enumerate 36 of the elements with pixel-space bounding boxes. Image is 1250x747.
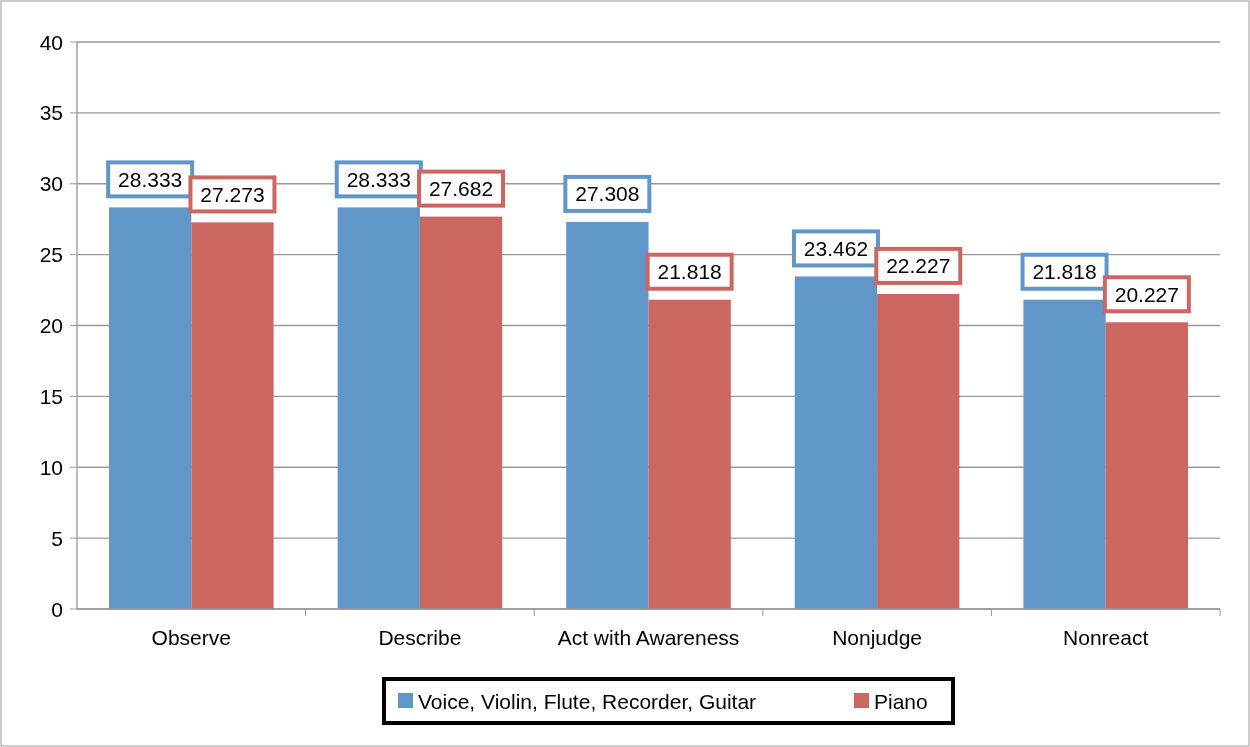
- bar: [109, 207, 192, 609]
- y-tick-label: 30: [39, 172, 63, 196]
- legend-label: Voice, Violin, Flute, Recorder, Guitar: [418, 689, 757, 713]
- data-label: 27.273: [200, 182, 265, 206]
- x-tick-label: Describe: [378, 626, 462, 649]
- bar: [794, 276, 878, 609]
- bar: [419, 216, 503, 609]
- data-label: 22.227: [886, 254, 951, 278]
- x-tick-label: Nonreact: [1063, 626, 1149, 649]
- bar: [191, 222, 274, 609]
- y-tick-label: 40: [39, 30, 63, 54]
- legend-label: Piano: [874, 689, 928, 713]
- y-tick-label: 5: [51, 526, 63, 550]
- data-label: 27.682: [428, 177, 494, 201]
- y-tick-label: 25: [39, 243, 63, 267]
- y-tick-label: 15: [39, 384, 63, 408]
- bar: [1023, 299, 1106, 609]
- data-label: 28.333: [346, 167, 411, 191]
- data-label: 21.818: [657, 260, 722, 284]
- bar: [877, 293, 960, 609]
- y-tick-label: 0: [51, 597, 63, 621]
- bar: [566, 221, 649, 609]
- y-tick-label: 10: [39, 455, 63, 479]
- data-label: 28.333: [118, 167, 183, 191]
- x-tick-label: Nonjudge: [832, 626, 923, 649]
- data-label: 27.308: [575, 182, 640, 206]
- y-tick-label: 35: [39, 101, 63, 125]
- bar: [648, 299, 731, 609]
- bar: [337, 207, 420, 609]
- bar: [1105, 322, 1188, 609]
- data-label: 20.227: [1114, 282, 1179, 306]
- data-label: 21.818: [1032, 260, 1097, 284]
- data-label: 23.462: [803, 236, 869, 260]
- x-tick-label: Observe: [151, 626, 231, 649]
- y-tick-label: 20: [39, 314, 63, 337]
- x-tick-label: Act with Awareness: [557, 626, 740, 649]
